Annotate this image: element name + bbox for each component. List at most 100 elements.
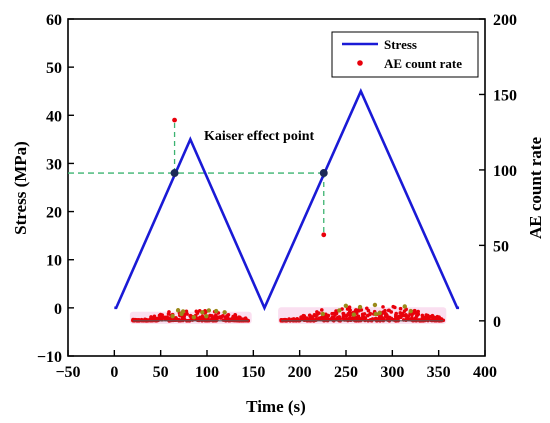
x-tick-label: 100 [195, 364, 219, 381]
ae-point [346, 312, 351, 316]
ae-point [432, 315, 436, 320]
ae-point [373, 316, 378, 321]
y-left-tick-label: 60 [46, 12, 62, 29]
y-right-tick-label: 0 [493, 314, 501, 331]
y-axis-left-title: Stress (MPa) [11, 141, 30, 235]
y-left-tick-label: −10 [37, 349, 62, 366]
ae-point [393, 305, 397, 310]
ae-point [424, 313, 429, 317]
y-axis-right-ticks: 0 50 100 150 200 [479, 12, 517, 331]
x-axis-ticks: −50 0 50 100 150 200 250 300 350 400 [55, 350, 497, 381]
ae-point [158, 312, 163, 317]
ae-point-olive [204, 313, 209, 319]
ae-point [302, 315, 306, 320]
legend-ae-label: AE count rate [384, 56, 462, 71]
ae-point-olive [402, 304, 407, 309]
ae-count-rate-series [129, 117, 447, 324]
plot-frame [67, 18, 486, 357]
ae-point [194, 309, 199, 314]
ae-point-olive [351, 312, 357, 317]
kaiser-effect-points [170, 169, 328, 178]
y-left-tick-label: 30 [46, 156, 62, 173]
ae-point-olive [377, 310, 382, 316]
y-axis-left-ticks: −10 0 10 20 30 40 50 60 [37, 12, 74, 366]
ae-point [422, 315, 426, 320]
ae-point-olive [191, 314, 197, 320]
legend-stress-label: Stress [384, 37, 417, 52]
x-tick-label: 300 [380, 364, 404, 381]
ae-point [344, 317, 349, 322]
ae-point [383, 308, 387, 313]
ae-point [345, 307, 350, 311]
y-axis-right-title: AE count rate [526, 137, 545, 239]
ae-point [210, 314, 214, 319]
x-tick-label: 150 [241, 364, 265, 381]
x-tick-label: 250 [334, 364, 358, 381]
ae-point [318, 316, 323, 321]
ae-point [361, 316, 366, 321]
ae-point [319, 308, 324, 312]
ae-point [315, 310, 319, 314]
ae-point [360, 312, 365, 317]
ae-point [198, 315, 202, 320]
x-axis-title: Time (s) [246, 397, 306, 416]
y-left-tick-label: 10 [46, 253, 62, 270]
ae-point [366, 308, 371, 313]
ae-spike-point [172, 117, 177, 123]
ae-point [386, 316, 390, 321]
ae-point [220, 314, 224, 319]
ae-point [354, 308, 358, 312]
ae-point [416, 312, 421, 317]
ae-point [243, 316, 248, 320]
ae-point [329, 316, 334, 321]
ae-point [314, 313, 319, 318]
ae-point [332, 311, 336, 316]
ae-point [398, 311, 403, 315]
ae-point-olive [213, 308, 219, 314]
y-left-tick-label: 40 [46, 108, 62, 125]
ae-point [184, 309, 189, 314]
ae-point [365, 313, 370, 318]
ae-point-olive [372, 302, 378, 308]
y-left-tick-label: 50 [46, 60, 62, 77]
y-right-tick-label: 100 [493, 163, 517, 180]
ae-point [389, 310, 394, 314]
ae-point [383, 314, 388, 319]
kaiser-annotation: Kaiser effect point [204, 129, 314, 144]
ae-point [352, 317, 357, 321]
ae-point-olive [206, 308, 212, 313]
x-tick-label: 350 [427, 364, 451, 381]
ae-point-olive [373, 311, 378, 317]
x-tick-label: 50 [153, 364, 169, 381]
legend-ae-swatch [357, 60, 363, 66]
ae-point [310, 317, 315, 321]
kaiser-point [319, 169, 328, 178]
ae-point [341, 315, 345, 320]
ae-point [393, 314, 398, 319]
y-right-tick-label: 50 [493, 238, 509, 255]
ae-point-olive [357, 304, 363, 310]
kaiser-reference-lines [68, 120, 325, 235]
ae-point [213, 315, 218, 319]
ae-point [341, 311, 345, 316]
x-tick-label: 0 [110, 364, 118, 381]
ae-point-olive [180, 309, 186, 314]
x-tick-label: −50 [55, 364, 80, 381]
y-right-tick-label: 200 [493, 12, 517, 29]
ae-point-olive [337, 308, 342, 313]
ae-point [377, 315, 382, 320]
ae-point [182, 314, 186, 319]
stress-line [114, 88, 460, 312]
ae-point [349, 316, 353, 320]
ae-point-olive [170, 313, 175, 319]
ae-point [382, 317, 386, 322]
ae-point [402, 309, 407, 313]
legend: Stress AE count rate [331, 31, 479, 78]
ae-point [299, 315, 303, 320]
ae-point-olive [222, 310, 227, 315]
kaiser-point [170, 169, 179, 178]
legend-box [331, 31, 479, 78]
ae-point [152, 314, 157, 319]
ae-point-olive [320, 311, 326, 317]
